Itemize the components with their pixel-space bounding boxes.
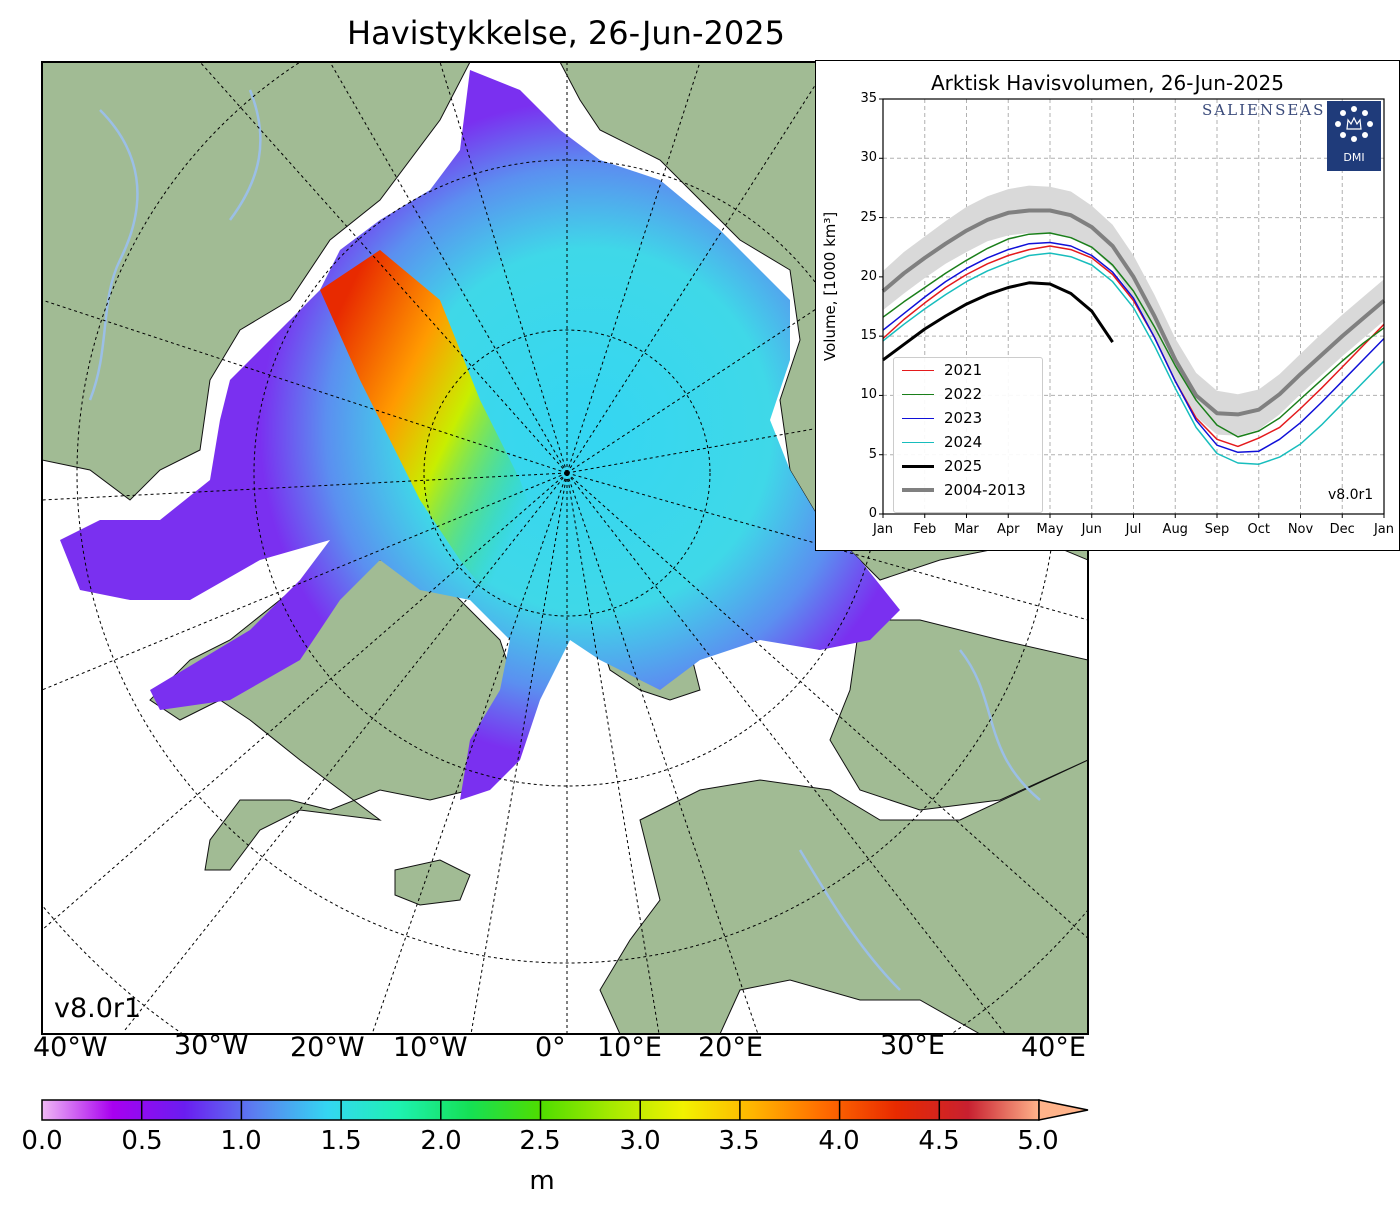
series-line-2024 <box>882 252 1385 465</box>
y-tick-label: 10 <box>860 387 877 403</box>
lon-label-20e: 20°E <box>698 1032 763 1063</box>
y-tick-label: 25 <box>860 209 877 225</box>
series-line-2022 <box>882 232 1385 438</box>
colorbar-tick-10: 5.0 <box>1017 1126 1059 1156</box>
y-tick-label: 35 <box>860 91 877 106</box>
y-tick-label: 20 <box>860 268 877 284</box>
legend-item-2022: 2022 <box>902 385 982 403</box>
colorbar-tick-7: 3.5 <box>718 1126 760 1156</box>
thick-ice-band <box>320 250 550 630</box>
series-line-2021 <box>882 245 1385 448</box>
land-scandinavia <box>599 759 1088 1034</box>
legend-swatch-2024 <box>902 441 934 443</box>
colorbar-extend-arrow <box>1038 1099 1089 1121</box>
colorbar-tick-4: 2.0 <box>420 1126 462 1156</box>
x-tick-label: Jun <box>1081 522 1102 537</box>
legend-swatch-2021 <box>902 369 934 371</box>
colorbar-tick-3: 1.5 <box>320 1126 362 1156</box>
lon-label-30e: 30°E <box>880 1030 945 1061</box>
y-tick-label: 5 <box>868 446 877 462</box>
lon-label-10e: 10°E <box>597 1032 662 1063</box>
x-tick-label: Jul <box>1125 522 1142 537</box>
colorbar-tick-8: 4.0 <box>818 1126 860 1156</box>
legend-label-2022: 2022 <box>944 385 983 403</box>
legend-swatch-2004-2013 <box>902 488 934 492</box>
volume-chart-ylabel: Volume, [1000 km³] <box>821 211 839 361</box>
lon-label-0: 0° <box>535 1032 566 1063</box>
x-tick-label: May <box>1036 522 1064 537</box>
x-tick-label: Feb <box>913 522 937 537</box>
land-russia-east-europe <box>829 619 1088 811</box>
legend-swatch-2025 <box>902 464 934 468</box>
legend-item-2024: 2024 <box>902 433 982 451</box>
dmi-logo-text: DMI <box>1343 151 1365 164</box>
series-line-2023 <box>882 241 1385 454</box>
lon-label-20w: 20°W <box>290 1032 365 1063</box>
colorbar-unit-label: m <box>529 1166 555 1196</box>
map-version-label: v8.0r1 <box>54 993 142 1024</box>
land-north-america <box>42 62 471 501</box>
volume-chart-inset: Arktisk Havisvolumen, 26-Jun-2025 Volume… <box>815 60 1400 551</box>
map-title: Havistykkelse, 26-Jun-2025 <box>347 14 785 52</box>
thickness-colorbar <box>41 1099 1089 1121</box>
x-tick-label: Jan <box>1373 522 1395 537</box>
x-tick-label: Nov <box>1287 522 1314 537</box>
legend-label-2025: 2025 <box>944 457 983 475</box>
legend-swatch-2022 <box>902 393 934 395</box>
legend-item-2004-2013: 2004-2013 <box>902 481 1026 499</box>
volume-chart-version: v8.0r1 <box>1328 487 1374 503</box>
lon-label-30w: 30°W <box>174 1030 249 1061</box>
series-line-2004-2013 <box>881 208 1386 417</box>
colorbar-tick-9: 4.5 <box>918 1126 960 1156</box>
y-tick-label: 0 <box>868 506 877 521</box>
x-tick-label: Mar <box>954 522 979 537</box>
colorbar-tick-6: 3.0 <box>619 1126 661 1156</box>
legend-label-2004-2013: 2004-2013 <box>944 481 1026 499</box>
x-tick-label: Aug <box>1162 522 1188 537</box>
legend-swatch-2023 <box>902 417 934 419</box>
legend-label-2021: 2021 <box>944 361 983 379</box>
y-tick-label: 30 <box>860 150 877 166</box>
dmi-logo: DMI <box>1327 101 1381 171</box>
dmi-crown-icon <box>1335 106 1373 142</box>
lon-label-40w: 40°W <box>33 1032 108 1063</box>
x-tick-label: Jan <box>872 522 894 537</box>
lon-label-40e: 40°E <box>1021 1032 1086 1063</box>
legend-item-2023: 2023 <box>902 409 982 427</box>
legend-item-2021: 2021 <box>902 361 982 379</box>
volume-chart-title: Arktisk Havisvolumen, 26-Jun-2025 <box>931 71 1284 95</box>
lon-label-10w: 10°W <box>393 1032 468 1063</box>
colorbar-tick-0: 0.0 <box>21 1126 63 1156</box>
x-tick-label: Oct <box>1247 522 1270 537</box>
y-tick-label: 15 <box>860 328 877 344</box>
x-tick-label: Apr <box>997 522 1020 537</box>
volume-chart-legend: 2021 2022 2023 2024 2025 2004-2013 <box>893 357 1043 513</box>
salienseas-logo: SALIENSEAS <box>1202 101 1326 119</box>
legend-item-2025: 2025 <box>902 457 982 475</box>
colorbar-tick-2: 1.0 <box>220 1126 262 1156</box>
x-tick-label: Dec <box>1329 522 1355 537</box>
legend-label-2023: 2023 <box>944 409 983 427</box>
legend-label-2024: 2024 <box>944 433 983 451</box>
series-line-2025 <box>882 281 1114 362</box>
colorbar-tick-1: 0.5 <box>121 1126 163 1156</box>
x-tick-label: Sep <box>1204 522 1230 537</box>
land-iceland <box>394 859 471 906</box>
colorbar-tick-5: 2.5 <box>519 1126 561 1156</box>
